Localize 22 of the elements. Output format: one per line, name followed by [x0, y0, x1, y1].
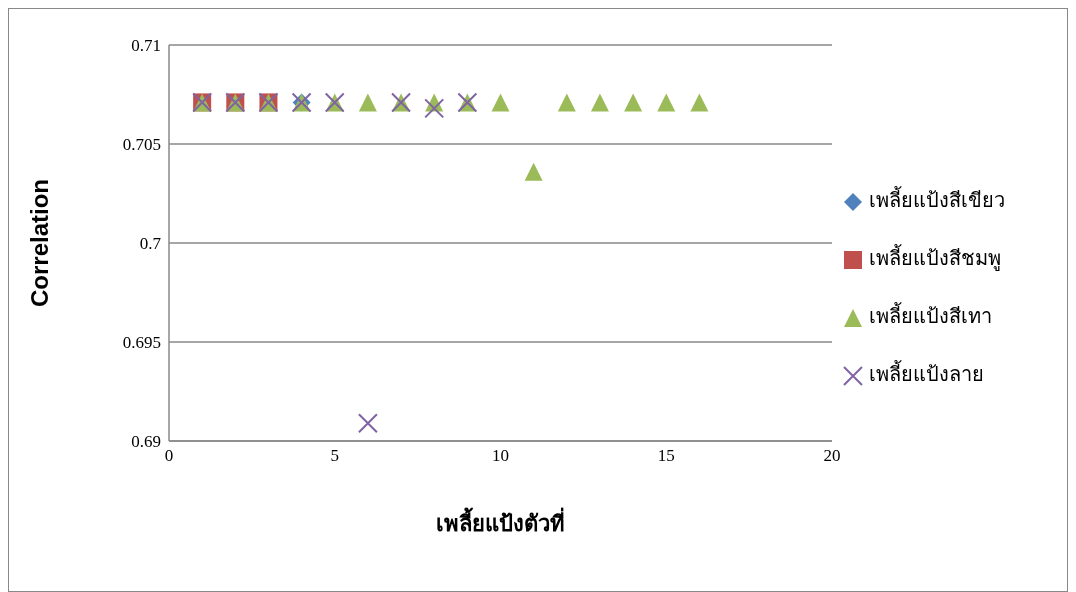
- x-axis-title: เพลี้ยแป้งตัวที่: [436, 507, 565, 536]
- y-tick-label: 0.71: [131, 36, 161, 56]
- x-tick-label: 10: [492, 446, 509, 466]
- point: [358, 93, 377, 112]
- point: [424, 98, 445, 119]
- point: [524, 162, 543, 181]
- y-axis-title: Correlation: [25, 178, 53, 308]
- point: [491, 93, 510, 112]
- point: [624, 93, 643, 112]
- y-tick-label: 0.705: [122, 135, 161, 155]
- point: [357, 413, 378, 434]
- point: [690, 93, 709, 112]
- y-tick-label: 0.69: [131, 432, 161, 452]
- point: [590, 93, 609, 112]
- point: [557, 93, 576, 112]
- y-tick-label: 0.7: [139, 234, 162, 254]
- x-tick-label: 15: [657, 446, 675, 466]
- x-tick-label: 20: [823, 446, 841, 466]
- x-tick-label: 0: [164, 446, 174, 466]
- point: [657, 93, 676, 112]
- y-tick-label: 0.695: [122, 333, 161, 353]
- x-tick-label: 5: [330, 446, 339, 466]
